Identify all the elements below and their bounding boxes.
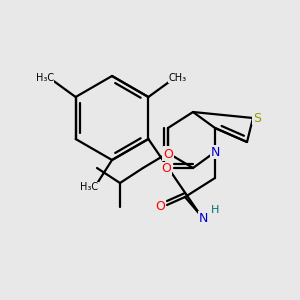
Text: H₃C: H₃C	[80, 182, 98, 192]
Text: N: N	[198, 212, 208, 224]
Text: O: O	[155, 200, 165, 212]
Text: N: N	[210, 146, 220, 158]
Text: H₃C: H₃C	[36, 73, 54, 83]
Text: S: S	[253, 112, 261, 124]
Text: O: O	[163, 148, 173, 160]
Text: O: O	[161, 163, 171, 176]
Text: N: N	[163, 146, 173, 160]
Text: H: H	[211, 205, 219, 215]
Text: CH₃: CH₃	[168, 73, 186, 83]
